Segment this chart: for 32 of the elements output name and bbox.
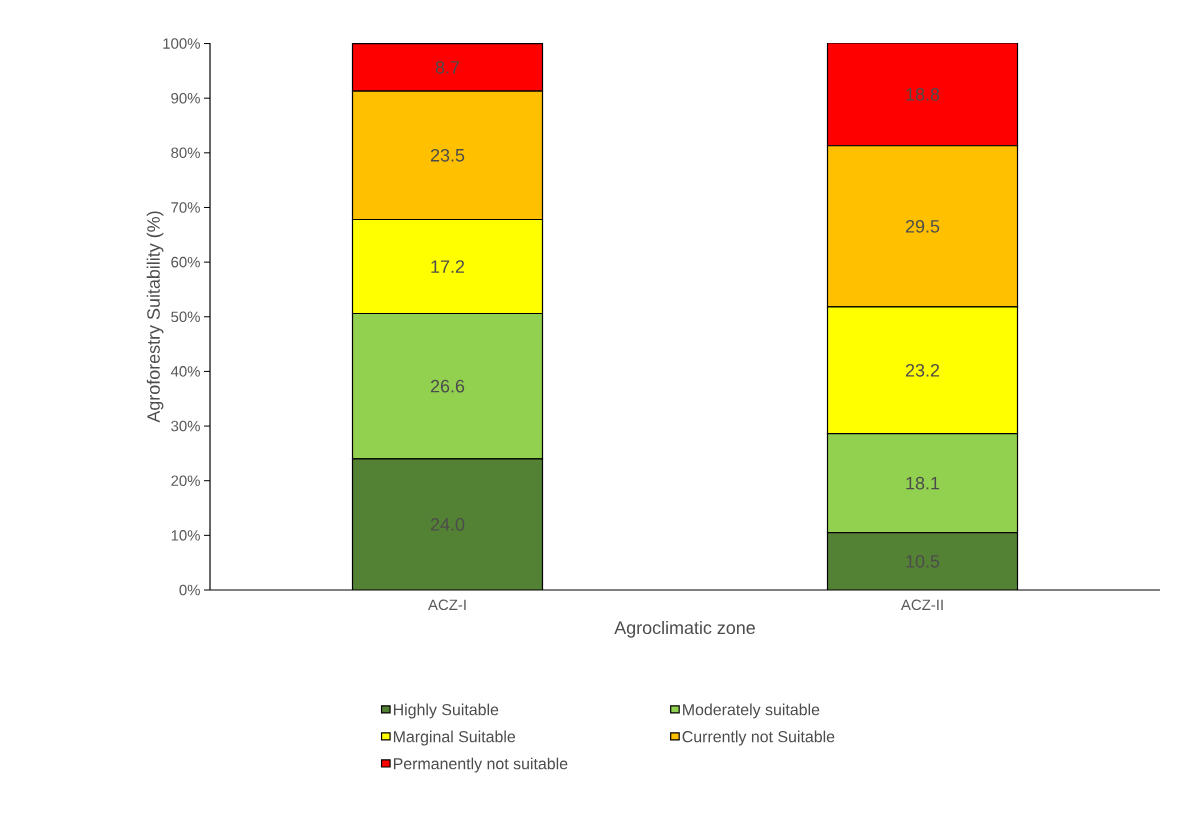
data-label: 17.2 <box>431 260 465 273</box>
data-label: 8.7 <box>435 60 460 74</box>
legend-label: Moderately suitable <box>683 703 820 719</box>
data-label: 26.6 <box>430 379 465 393</box>
y-tick-label: 100% <box>163 38 200 49</box>
y-tick-label: 80% <box>171 147 200 159</box>
y-tick-label: 40% <box>170 366 200 377</box>
y-tick-label: 50% <box>171 311 200 323</box>
legend-label: Permanently not suitable <box>393 757 568 773</box>
bar <box>352 458 543 590</box>
y-axis-title: Agroforestry Suitability (%) <box>146 211 164 423</box>
y-tick-label: 20% <box>171 475 200 486</box>
x-tick-label: ACZ-I <box>428 599 466 611</box>
y-tick-label: 10% <box>171 530 200 541</box>
x-tick-label: ACZ-II <box>900 599 943 611</box>
data-label: 18.8 <box>906 88 940 101</box>
legend-label: Marginal Suitable <box>393 730 516 746</box>
legend-label: Currently not Suitable <box>682 730 835 746</box>
legend-label: Highly Suitable <box>393 703 499 719</box>
y-tick-label: 30% <box>171 420 200 432</box>
x-axis-title: Agroclimatic zone <box>614 620 755 638</box>
bar <box>351 42 544 92</box>
bar <box>826 532 1019 590</box>
data-label: 18.1 <box>906 476 940 490</box>
y-tick-label: 0% <box>179 584 200 596</box>
bar <box>826 42 1019 147</box>
y-tick-label: 60% <box>171 256 200 268</box>
y-tick-label: 90% <box>171 92 200 104</box>
data-label: 23.5 <box>430 148 465 162</box>
y-tick-label: 70% <box>171 202 200 213</box>
data-label: 29.5 <box>905 219 940 233</box>
data-label: 23.2 <box>905 363 940 377</box>
